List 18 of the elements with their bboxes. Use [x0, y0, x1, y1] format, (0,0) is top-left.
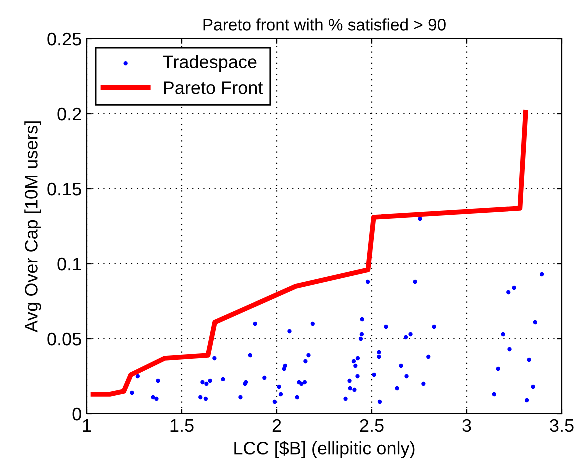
y-axis-title: Avg Over Cap [10M users]: [24, 122, 42, 333]
y-tick-label: 0.15: [48, 182, 82, 196]
y-tick-label: 0.25: [48, 32, 82, 46]
x-tick-label: 1: [83, 420, 92, 432]
legend-label: Pareto Front: [164, 82, 264, 94]
line-series: [90, 110, 528, 397]
y-tick-label: 0.1: [58, 258, 82, 271]
y-tick-label: 0.2: [58, 108, 82, 121]
y-tick-label: 0.05: [48, 332, 82, 346]
x-tick-label: 3: [462, 419, 472, 432]
x-tick-label: 1.5: [170, 420, 194, 432]
x-tick-label: 2: [272, 419, 282, 432]
chart-title: Pareto front with % satisfied > 90: [204, 18, 446, 31]
x-tick-label: 3.5: [550, 419, 574, 432]
x-tick-label: 2.5: [360, 419, 384, 432]
y-tick-label: 0: [72, 408, 82, 421]
legend-label: Tradespace: [163, 55, 257, 72]
x-axis-title: LCC [$B] (ellipitic only): [234, 441, 415, 458]
